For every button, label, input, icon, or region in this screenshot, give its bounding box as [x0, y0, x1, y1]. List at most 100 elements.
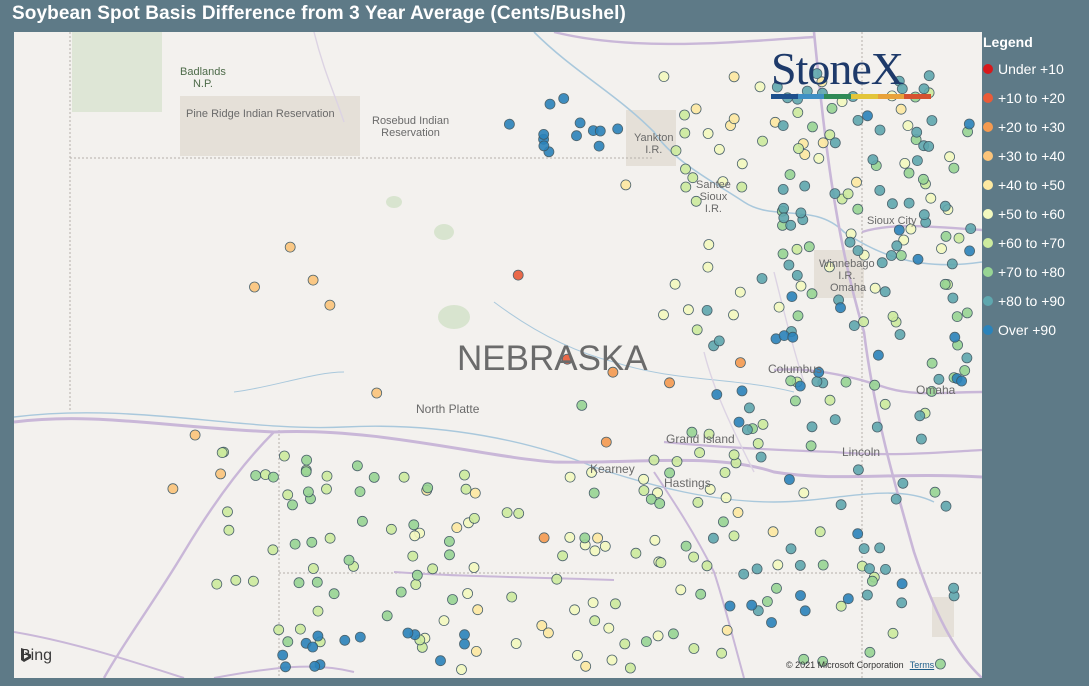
- basis-point[interactable]: [620, 179, 632, 191]
- basis-point[interactable]: [887, 198, 898, 210]
- basis-point[interactable]: [703, 239, 715, 250]
- basis-point[interactable]: [576, 399, 588, 411]
- basis-point[interactable]: [896, 578, 908, 590]
- basis-point[interactable]: [964, 245, 975, 257]
- basis-point[interactable]: [862, 589, 873, 601]
- basis-point[interactable]: [824, 129, 836, 141]
- basis-point[interactable]: [897, 477, 909, 489]
- basis-point[interactable]: [278, 450, 290, 462]
- basis-point[interactable]: [773, 301, 785, 313]
- basis-point[interactable]: [963, 118, 975, 130]
- bing-attribution[interactable]: Bing: [20, 647, 52, 665]
- basis-point[interactable]: [408, 519, 420, 531]
- basis-point[interactable]: [708, 532, 719, 544]
- basis-point[interactable]: [569, 604, 580, 616]
- basis-point[interactable]: [905, 223, 917, 235]
- basis-point[interactable]: [896, 597, 908, 609]
- basis-point[interactable]: [867, 154, 879, 165]
- basis-point[interactable]: [307, 563, 319, 574]
- basis-point[interactable]: [887, 310, 899, 322]
- basis-point[interactable]: [680, 163, 691, 175]
- basis-point[interactable]: [899, 157, 911, 169]
- basis-point[interactable]: [734, 286, 746, 298]
- basis-point[interactable]: [848, 320, 860, 332]
- map[interactable]: NEBRASKA Badlands N.P. Pine Ridge Indian …: [14, 32, 982, 678]
- basis-point[interactable]: [692, 496, 704, 508]
- basis-point[interactable]: [852, 245, 864, 257]
- basis-point[interactable]: [752, 438, 764, 449]
- basis-point[interactable]: [572, 650, 583, 661]
- basis-point[interactable]: [293, 577, 305, 589]
- basis-point[interactable]: [658, 71, 670, 82]
- legend-item[interactable]: +40 to +50: [983, 170, 1087, 199]
- basis-point[interactable]: [538, 129, 550, 140]
- basis-point[interactable]: [189, 429, 201, 441]
- basis-point[interactable]: [690, 195, 702, 207]
- basis-point[interactable]: [459, 629, 470, 641]
- basis-point[interactable]: [896, 83, 908, 95]
- basis-point[interactable]: [755, 451, 767, 463]
- basis-point[interactable]: [777, 248, 789, 260]
- basis-point[interactable]: [939, 278, 951, 290]
- basis-point[interactable]: [874, 124, 886, 136]
- terms-link[interactable]: Terms: [909, 660, 935, 670]
- basis-point[interactable]: [551, 573, 563, 585]
- basis-point[interactable]: [641, 636, 652, 647]
- basis-point[interactable]: [771, 582, 782, 594]
- basis-point[interactable]: [223, 524, 235, 536]
- basis-point[interactable]: [280, 661, 291, 673]
- basis-point[interactable]: [648, 454, 660, 466]
- basis-point[interactable]: [718, 516, 729, 528]
- basis-point[interactable]: [536, 620, 548, 631]
- basis-point[interactable]: [940, 230, 952, 242]
- basis-point[interactable]: [683, 304, 694, 316]
- basis-point[interactable]: [757, 135, 768, 147]
- basis-point[interactable]: [589, 615, 601, 627]
- legend-item[interactable]: +80 to +90: [983, 286, 1087, 315]
- basis-point[interactable]: [817, 656, 829, 667]
- basis-point[interactable]: [312, 605, 324, 617]
- basis-point[interactable]: [876, 257, 888, 269]
- basis-point[interactable]: [786, 291, 798, 303]
- basis-point[interactable]: [728, 309, 739, 321]
- basis-point[interactable]: [670, 145, 682, 156]
- basis-point[interactable]: [686, 426, 698, 438]
- legend-item[interactable]: +10 to +20: [983, 83, 1087, 112]
- basis-point[interactable]: [777, 183, 789, 195]
- basis-point[interactable]: [574, 117, 586, 129]
- basis-point[interactable]: [600, 436, 612, 448]
- basis-point[interactable]: [324, 299, 336, 311]
- basis-point[interactable]: [607, 366, 619, 378]
- basis-point[interactable]: [385, 523, 397, 535]
- basis-point[interactable]: [720, 492, 732, 504]
- basis-point[interactable]: [961, 307, 973, 319]
- basis-point[interactable]: [612, 123, 624, 135]
- basis-point[interactable]: [588, 487, 600, 499]
- basis-point[interactable]: [564, 531, 576, 543]
- basis-point[interactable]: [409, 530, 421, 542]
- basis-point[interactable]: [791, 243, 803, 255]
- basis-point[interactable]: [167, 483, 179, 495]
- basis-point[interactable]: [736, 158, 748, 170]
- basis-point[interactable]: [916, 433, 927, 445]
- basis-point[interactable]: [794, 560, 806, 571]
- basis-point[interactable]: [829, 414, 841, 426]
- basis-point[interactable]: [468, 562, 480, 573]
- basis-point[interactable]: [956, 375, 967, 387]
- basis-point[interactable]: [273, 624, 285, 636]
- basis-point[interactable]: [792, 310, 804, 322]
- basis-point[interactable]: [784, 474, 795, 485]
- basis-point[interactable]: [589, 545, 601, 557]
- basis-point[interactable]: [795, 280, 807, 292]
- basis-point[interactable]: [300, 466, 312, 478]
- basis-point[interactable]: [835, 600, 847, 612]
- basis-point[interactable]: [813, 153, 825, 164]
- basis-point[interactable]: [558, 93, 570, 104]
- basis-point[interactable]: [704, 483, 716, 495]
- basis-point[interactable]: [398, 471, 410, 483]
- basis-point[interactable]: [785, 375, 797, 387]
- basis-point[interactable]: [929, 486, 941, 498]
- basis-point[interactable]: [879, 286, 891, 298]
- basis-point[interactable]: [784, 169, 796, 181]
- basis-point[interactable]: [767, 526, 779, 538]
